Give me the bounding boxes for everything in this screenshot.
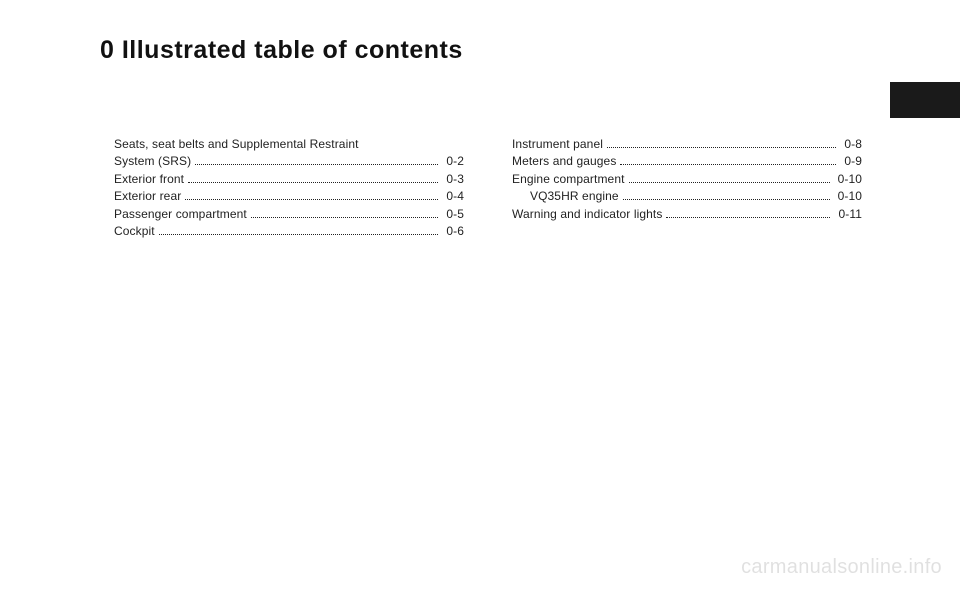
toc-entry-label: Warning and indicator lights [512,206,662,223]
toc-entry-label: Exterior front [114,171,184,188]
document-page: 0 Illustrated table of contents Seats, s… [0,0,960,593]
toc-leader-dots [251,217,439,218]
toc-entry: Instrument panel 0-8 [512,136,862,153]
section-tab [890,82,960,118]
toc-entry-label: VQ35HR engine [512,188,619,205]
toc-entry: System (SRS) 0-2 [114,153,464,170]
toc-entry-page: 0-8 [840,136,862,153]
toc-entry-label: Cockpit [114,223,155,240]
toc-entry-page: 0-4 [442,188,464,205]
toc-entry-page: 0-6 [442,223,464,240]
toc-entry-label: Passenger compartment [114,206,247,223]
toc-entry: Exterior rear 0-4 [114,188,464,205]
toc-entry-label: Meters and gauges [512,153,616,170]
toc-entry: Seats, seat belts and Supplemental Restr… [114,136,464,153]
toc-leader-dots [185,199,438,200]
toc-leader-dots [607,147,836,148]
toc-entry: Passenger compartment 0-5 [114,206,464,223]
toc-entry-page: 0-9 [840,153,862,170]
toc-entry: Exterior front 0-3 [114,171,464,188]
toc-entry-page: 0-2 [442,153,464,170]
toc-leader-dots [623,199,830,200]
toc-entry: VQ35HR engine 0-10 [512,188,862,205]
toc-entry-label: Engine compartment [512,171,625,188]
watermark-text: carmanualsonline.info [741,556,942,579]
toc-entry: Cockpit 0-6 [114,223,464,240]
toc-column-right: Instrument panel0-8Meters and gauges0-9E… [512,136,862,240]
toc-leader-dots [620,164,836,165]
toc-leader-dots [666,217,830,218]
toc-entry-page: 0-10 [834,171,862,188]
toc-entry: Warning and indicator lights 0-11 [512,206,862,223]
toc-entry-label: Seats, seat belts and Supplemental Restr… [114,136,359,153]
toc-entry-label: Exterior rear [114,188,181,205]
toc-column-left: Seats, seat belts and Supplemental Restr… [114,136,464,240]
toc-leader-dots [195,164,438,165]
toc-entry-page: 0-3 [442,171,464,188]
toc-entry-label: Instrument panel [512,136,603,153]
toc-entry-label: System (SRS) [114,153,191,170]
toc-entry-page: 0-10 [834,188,862,205]
toc-leader-dots [188,182,438,183]
toc-leader-dots [159,234,439,235]
toc-entry: Meters and gauges 0-9 [512,153,862,170]
chapter-heading: 0 Illustrated table of contents [100,36,463,65]
toc-leader-dots [629,182,830,183]
toc-entry-page: 0-11 [834,206,862,223]
toc-entry: Engine compartment 0-10 [512,171,862,188]
toc-entry-page: 0-5 [442,206,464,223]
toc-columns: Seats, seat belts and Supplemental Restr… [114,136,862,240]
